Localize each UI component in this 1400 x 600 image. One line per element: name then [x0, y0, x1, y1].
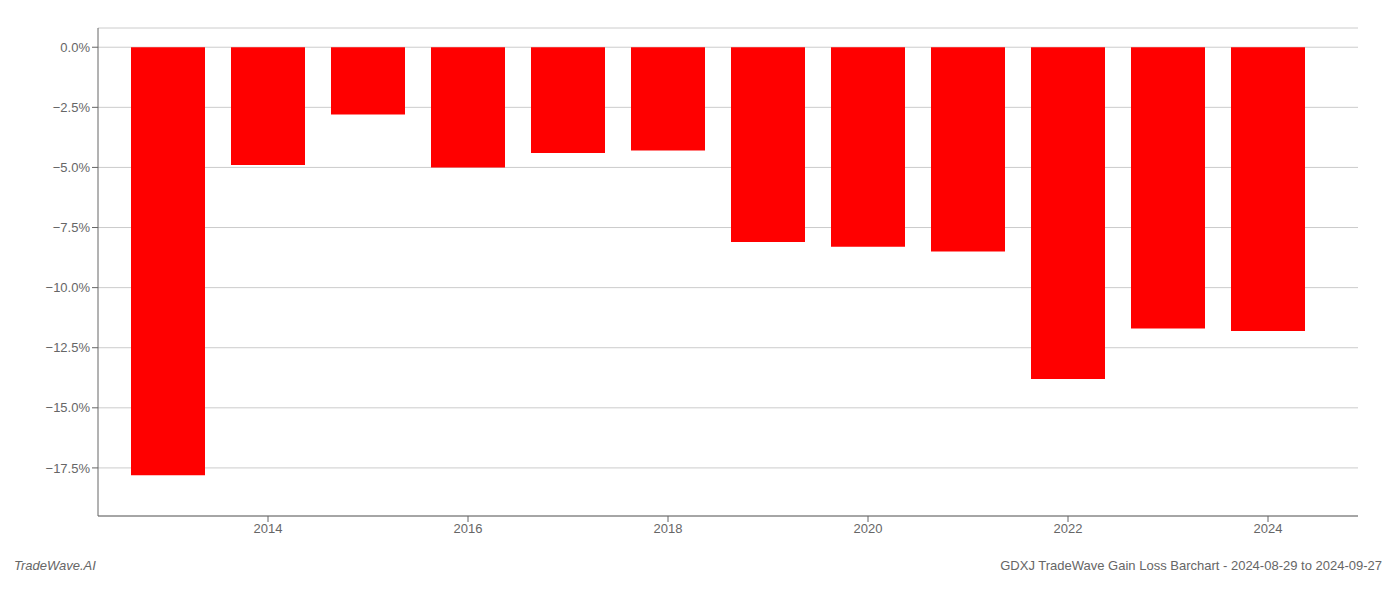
svg-text:−7.5%: −7.5%	[53, 220, 91, 235]
svg-text:2020: 2020	[854, 521, 883, 536]
svg-text:2022: 2022	[1054, 521, 1083, 536]
svg-text:−15.0%: −15.0%	[46, 400, 91, 415]
svg-text:−5.0%: −5.0%	[53, 160, 91, 175]
svg-text:−12.5%: −12.5%	[46, 340, 91, 355]
svg-text:0.0%: 0.0%	[60, 40, 90, 55]
svg-text:2018: 2018	[654, 521, 683, 536]
html-text:GDXJ TradeWave Gain Loss Barch: GDXJ TradeWave Gain Loss Barchart - 2024…	[1000, 558, 1382, 573]
svg-text:−10.0%: −10.0%	[46, 280, 91, 295]
svg-text:2024: 2024	[1254, 521, 1283, 536]
svg-text:−17.5%: −17.5%	[46, 461, 91, 476]
svg-text:−2.5%: −2.5%	[53, 100, 91, 115]
svg-text:2016: 2016	[454, 521, 483, 536]
svg-text:2014: 2014	[254, 521, 283, 536]
html-text:TradeWave.AI: TradeWave.AI	[14, 558, 96, 573]
